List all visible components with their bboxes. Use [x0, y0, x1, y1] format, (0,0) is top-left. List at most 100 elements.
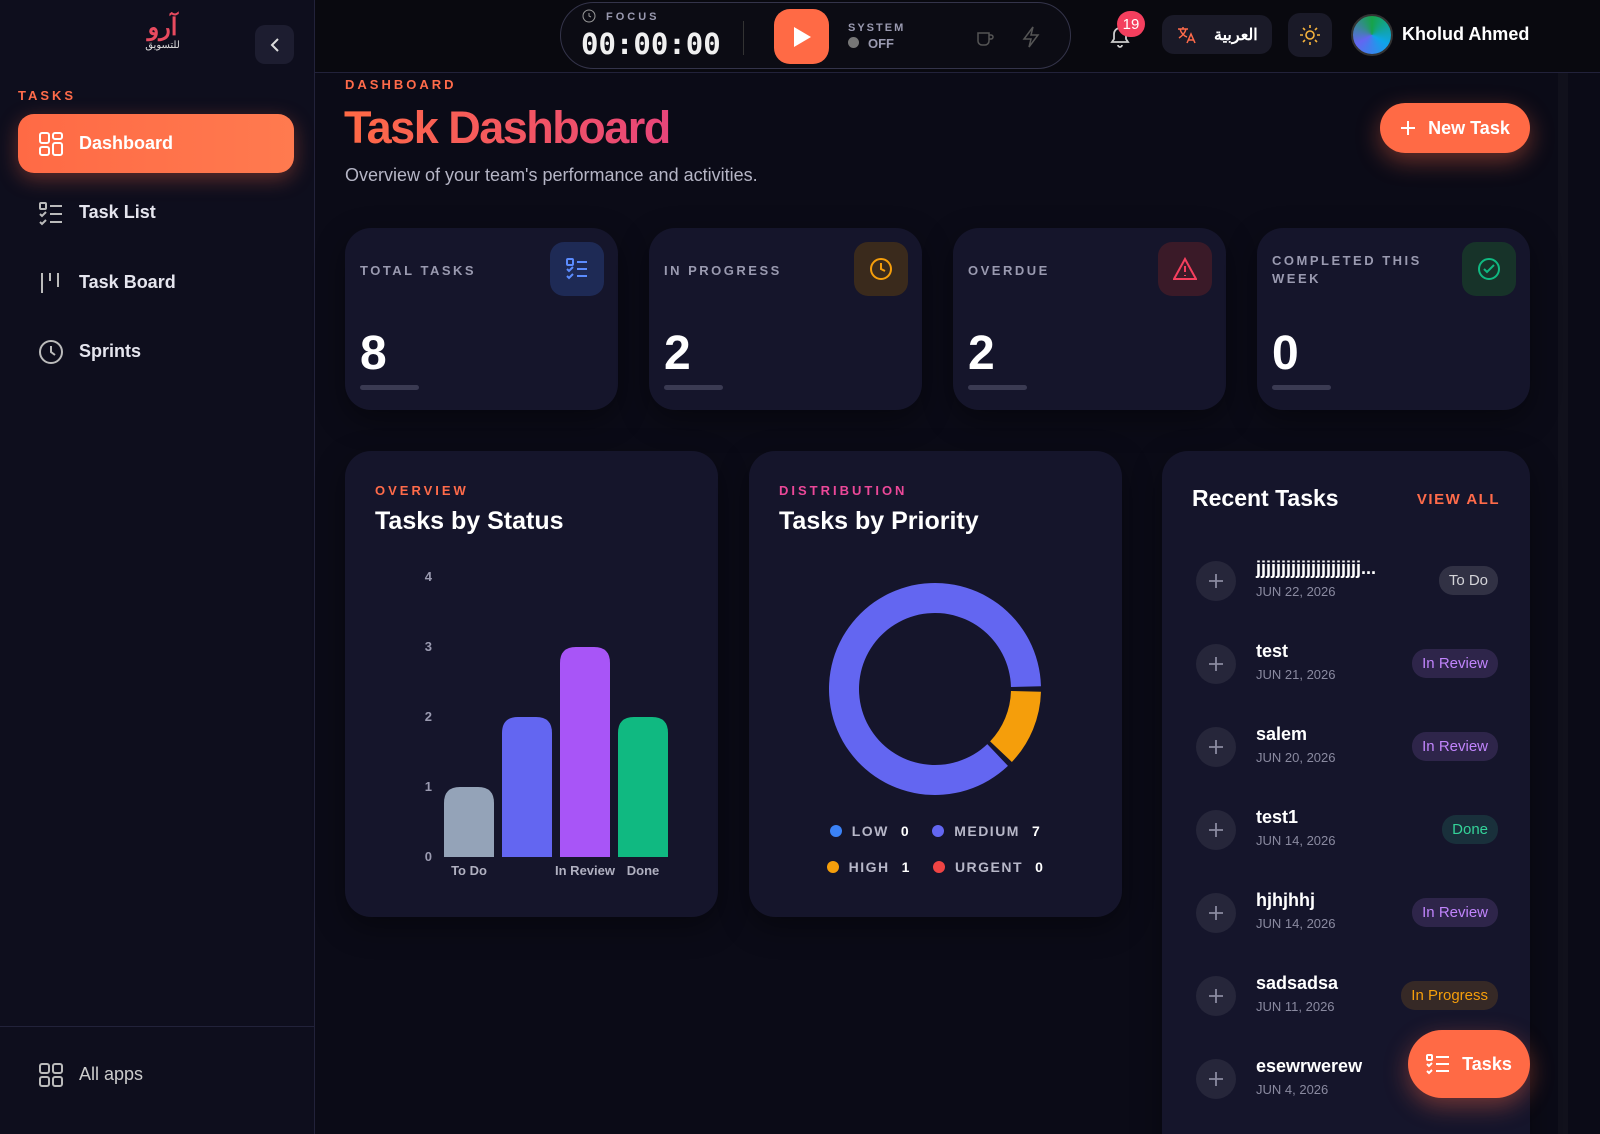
nav-item[interactable]: Task Board [18, 253, 294, 312]
language-button[interactable]: العربية [1162, 15, 1272, 54]
icon [870, 258, 892, 280]
add-button [1196, 976, 1236, 1016]
nav-icon [39, 131, 63, 156]
legend-swatch [826, 861, 839, 873]
task-date: JUN 4, 2026 [1256, 1082, 1329, 1097]
y-tick-label: 2 [425, 709, 432, 724]
task-name: test [1256, 641, 1289, 661]
nav-item[interactable]: Sprints [18, 322, 294, 381]
coffee-icon[interactable] [975, 27, 995, 47]
bar-card: OVERVIEW Tasks by Status 0 1 2 3 4 To Do In Re… [345, 451, 718, 917]
bar [502, 717, 552, 857]
task-row[interactable]: test1 JUN 14, 2026 Done [1196, 805, 1498, 855]
stat-value: 0 [1272, 327, 1299, 380]
stat-bar [1272, 385, 1331, 390]
y-tick-label: 3 [425, 639, 432, 654]
stat-icon [1158, 242, 1212, 296]
task-row[interactable]: salem JUN 20, 2026 In Review [1196, 722, 1498, 772]
plus-icon [1209, 823, 1223, 837]
user-name[interactable]: Kholud Ahmed [1402, 24, 1530, 44]
sun-icon [1300, 25, 1320, 45]
page-subtitle: Overview of your team's performance and … [345, 165, 758, 185]
nav-icon [41, 272, 59, 293]
stat-label: TOTAL TASKS [360, 263, 477, 278]
legend-item: URGENT 0 [932, 859, 1045, 875]
nav-item[interactable]: Dashboard [18, 114, 294, 173]
focus-label: FOCUS [606, 11, 660, 23]
bolt-icon[interactable] [1021, 26, 1041, 48]
bar [444, 787, 494, 857]
add-button [1196, 1059, 1236, 1099]
play-button[interactable] [774, 9, 829, 64]
donut-segment [990, 690, 1041, 762]
plus-icon [1209, 740, 1223, 754]
task-row[interactable]: esewrwerew JUN 4, 2026 [1196, 1054, 1498, 1104]
chevron-icon [270, 37, 279, 52]
task-date: JUN 11, 2026 [1256, 999, 1335, 1014]
status-badge: In Progress [1401, 981, 1498, 1010]
legend-label: URGENT [954, 859, 1024, 875]
legend-item: HIGH 1 [826, 859, 911, 875]
legend-value: 0 [1035, 859, 1045, 875]
stat-label: OVERDUE [968, 263, 1050, 278]
legend-item: LOW 0 [829, 823, 911, 839]
plus-icon [1209, 657, 1223, 671]
x-tick-label: In Review [555, 863, 616, 878]
stat-card: COMPLETED THIS WEEK 0 [1257, 228, 1530, 410]
nav-label: Task List [79, 202, 156, 222]
legend-value: 0 [900, 823, 911, 839]
status-badge: In Review [1412, 732, 1498, 761]
system-label: SYSTEM [848, 22, 906, 34]
card-title: Tasks by Priority [779, 507, 979, 535]
apps-icon [39, 1062, 63, 1087]
plus-icon [1209, 1072, 1223, 1086]
task-date: JUN 22, 2026 [1256, 584, 1336, 599]
page-eyebrow: DASHBOARD [345, 77, 457, 92]
stat-card: OVERDUE 2 [953, 228, 1226, 410]
legend-label: MEDIUM [954, 823, 1020, 839]
task-row[interactable]: sadsadsa JUN 11, 2026 In Progress [1196, 971, 1498, 1021]
legend: LOW 0 MEDIUM 7 HIGH 1 URGENT 0 [777, 823, 1094, 895]
collapse-button[interactable] [255, 25, 294, 64]
y-tick-label: 4 [425, 569, 433, 584]
icon [566, 258, 587, 280]
bar [560, 647, 610, 857]
plus-icon [1209, 906, 1223, 920]
divider [743, 21, 744, 55]
pie-card: DISTRIBUTION Tasks by Priority LOW 0 MEDIU… [749, 451, 1122, 917]
theme-button[interactable] [1288, 13, 1332, 57]
view-all-link[interactable]: VIEW ALL [1416, 491, 1500, 508]
system-status: OFF [868, 36, 894, 51]
divider [0, 1026, 315, 1027]
add-button [1196, 561, 1236, 601]
stat-value: 8 [360, 327, 387, 380]
stat-card: IN PROGRESS 2 [649, 228, 922, 410]
task-row[interactable]: jjjjjjjjjjjjjjjjjjjjj... JUN 22, 2026 To D… [1196, 556, 1498, 606]
task-name: salem [1256, 724, 1308, 744]
task-date: JUN 14, 2026 [1256, 916, 1336, 931]
new-task-button[interactable]: New Task [1380, 103, 1530, 153]
stat-label: IN PROGRESS [664, 263, 782, 278]
status-dot [848, 37, 859, 48]
card-title: Recent Tasks [1192, 485, 1339, 511]
status-badge: In Review [1412, 898, 1498, 927]
nav-item[interactable]: Task List [18, 183, 294, 242]
all-apps[interactable]: All apps [18, 1045, 294, 1104]
tasks-fab[interactable]: Tasks [1408, 1030, 1530, 1098]
plus-icon [1209, 574, 1223, 588]
donut-segment [829, 583, 1041, 795]
x-tick-label: To Do [451, 863, 487, 878]
stat-bar [968, 385, 1027, 390]
legend-swatch [829, 825, 842, 837]
page-title: Task Dashboard [344, 102, 671, 153]
avatar[interactable] [1351, 14, 1393, 56]
legend-value: 1 [901, 859, 911, 875]
play-icon [793, 26, 811, 47]
logo-text: آرو [147, 14, 178, 41]
logo: آرو للتسويق [105, 16, 220, 56]
task-row[interactable]: hjhjhhj JUN 14, 2026 In Review [1196, 888, 1498, 938]
icon [1173, 257, 1197, 280]
legend-label: HIGH [848, 859, 890, 875]
task-row[interactable]: test JUN 21, 2026 In Review [1196, 639, 1498, 689]
nav-icon [39, 201, 62, 225]
